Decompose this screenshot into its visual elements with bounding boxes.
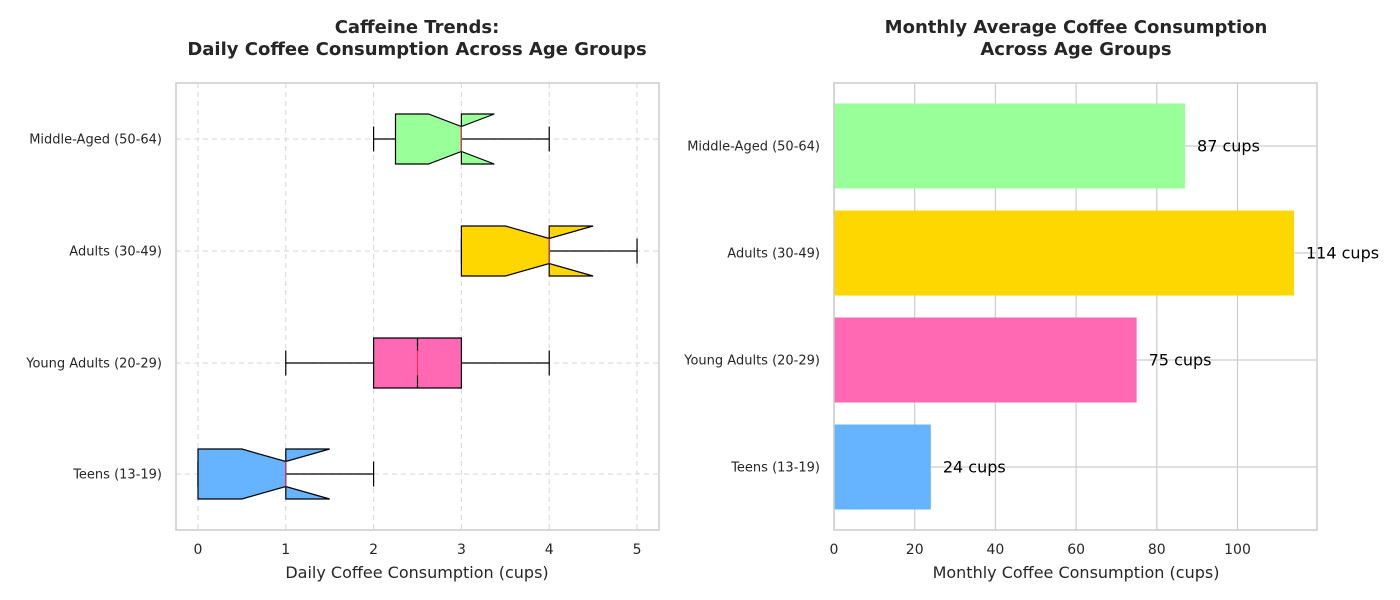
bar-x-tick-label: 20 <box>906 542 924 558</box>
bar-value-label: 114 cups <box>1306 244 1379 263</box>
bar-bars <box>834 103 1294 510</box>
boxplot-x-axis-label: Daily Coffee Consumption (cups) <box>285 563 548 582</box>
bar <box>834 210 1294 296</box>
bar-value-label: 75 cups <box>1149 351 1212 370</box>
bar-x-tick-label: 100 <box>1224 542 1251 558</box>
boxplot-title-line2: Daily Coffee Consumption Across Age Grou… <box>187 39 646 60</box>
boxplot-y-tick-label: Teens (13-19) <box>72 468 162 483</box>
bar-x-tick-label: 40 <box>986 542 1004 558</box>
bar-y-tick-label: Middle-Aged (50-64) <box>687 140 820 155</box>
bar-x-tick-label: 60 <box>1067 542 1085 558</box>
bar-frame <box>833 82 1318 531</box>
bar-value-label: 24 cups <box>943 458 1006 477</box>
boxplot-y-tick-label: Adults (30-49) <box>69 245 162 260</box>
boxplot-title-line1: Caffeine Trends: <box>335 17 500 38</box>
bar-title-line2: Across Age Groups <box>980 39 1171 60</box>
boxplot-y-ticks: Teens (13-19) Young Adults (20-29) Adults … <box>25 133 162 483</box>
bar-y-tick-label: Teens (13-19) <box>730 461 820 476</box>
bar-panel: Monthly Average Coffee Consumption Acros… <box>683 17 1379 582</box>
bar <box>834 424 931 510</box>
boxplot-y-tick-label: Young Adults (20-29) <box>25 357 162 372</box>
boxplot-boxes <box>197 113 638 500</box>
boxplot-y-tick-label: Middle-Aged (50-64) <box>29 133 162 148</box>
boxplot-x-tick-label: 4 <box>545 542 554 558</box>
boxplot-x-tick-label: 2 <box>369 542 378 558</box>
boxplot-box <box>460 225 594 277</box>
boxplot-x-tick-label: 3 <box>457 542 466 558</box>
bar-x-ticks: 0 20 40 60 80 100 <box>830 542 1251 558</box>
bar-value-labels: 24 cups 75 cups 114 cups 87 cups <box>943 137 1379 477</box>
boxplot-x-tick-label: 5 <box>633 542 642 558</box>
bar-title-line1: Monthly Average Coffee Consumption <box>885 17 1268 38</box>
boxplot-x-tick-label: 0 <box>193 542 202 558</box>
boxplot-box <box>197 448 330 500</box>
bar <box>834 103 1186 189</box>
bar-x-tick-label: 80 <box>1148 542 1166 558</box>
bar-y-tick-label: Young Adults (20-29) <box>683 354 820 369</box>
bar-x-axis-label: Monthly Coffee Consumption (cups) <box>933 563 1220 582</box>
boxplot-box <box>394 113 495 165</box>
bar-y-tick-label: Adults (30-49) <box>727 247 820 262</box>
boxplot-frame <box>175 82 660 531</box>
boxplot-x-ticks: 0 1 2 3 4 5 <box>193 542 641 558</box>
bar-y-ticks: Teens (13-19) Young Adults (20-29) Adults … <box>683 140 820 476</box>
bar <box>834 317 1137 403</box>
bar-value-label: 87 cups <box>1197 137 1260 156</box>
bar-x-tick-label: 0 <box>830 542 839 558</box>
boxplot-panel: Caffeine Trends: Daily Coffee Consumptio… <box>25 17 660 582</box>
boxplot-x-tick-label: 1 <box>281 542 290 558</box>
